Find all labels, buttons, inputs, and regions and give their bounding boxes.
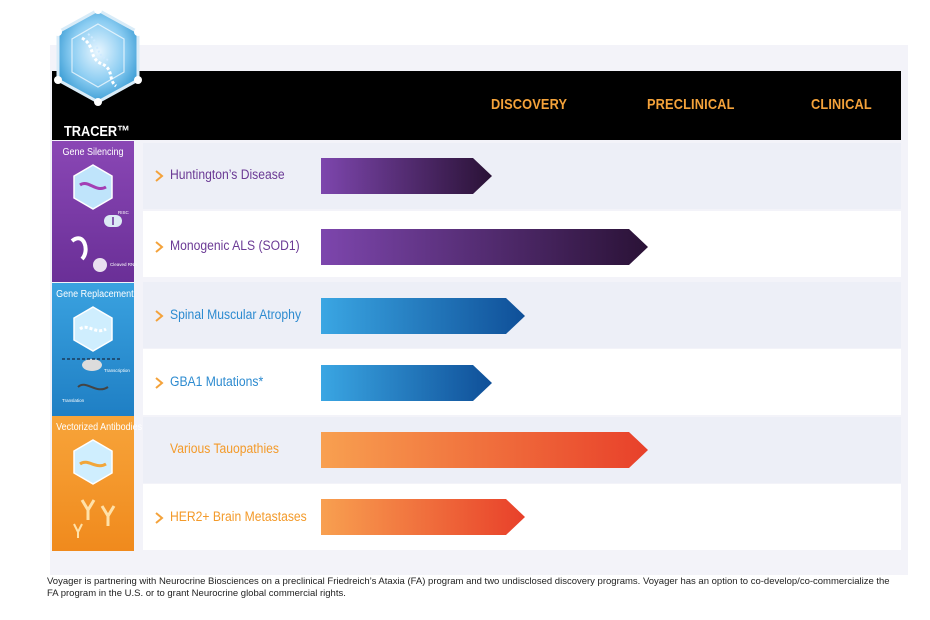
footnote: Voyager is partnering with Neurocrine Bi… [47, 576, 890, 599]
capsid-icon [54, 6, 142, 106]
category-vectorized-antibodies: Vectorized Antibodies [52, 416, 143, 551]
category-title: Gene Silencing [62, 147, 124, 158]
progress-arrow-tauopathies [321, 432, 648, 468]
translation-label: Translation [62, 398, 85, 403]
stage-preclinical: PRECLINICAL [647, 96, 735, 113]
chevron-right-icon [155, 170, 164, 182]
category-gene-silencing: Gene Silencing RISC Cleaved RNA [52, 141, 138, 282]
risc-label: RISC [118, 210, 129, 215]
chevron-right-icon [155, 241, 164, 253]
progress-arrow-als [321, 229, 648, 265]
program-label: GBA1 Mutations* [170, 374, 264, 389]
vectorized-antibodies-icon [73, 439, 116, 538]
stage-discovery: DISCOVERY [491, 96, 568, 113]
gene-silencing-icon [70, 164, 122, 272]
chevron-right-icon [155, 310, 164, 322]
gene-replacement-icon [62, 306, 122, 391]
cleaved-rna-label: Cleaved RNA [110, 262, 138, 267]
stage-clinical: CLINICAL [811, 96, 872, 113]
progress-arrow-her2 [321, 499, 525, 535]
progress-arrow-huntingtons [321, 158, 492, 194]
tracer-logo: TRACER™ [52, 6, 144, 140]
program-label: Various Tauopathies [170, 441, 279, 456]
program-label: HER2+ Brain Metastases [170, 509, 307, 524]
program-label: Spinal Muscular Atrophy [170, 307, 302, 322]
progress-arrow-gba1 [321, 365, 492, 401]
chevron-right-icon [155, 512, 164, 524]
program-label: Huntington’s Disease [170, 167, 285, 182]
logo-name: TRACER™ [64, 123, 130, 140]
stage-header [52, 71, 901, 140]
category-gene-replacement: Gene Replacement Transcription Translati… [52, 283, 134, 416]
chevron-right-icon [155, 377, 164, 389]
transcription-label: Transcription [104, 368, 130, 373]
program-label: Monogenic ALS (SOD1) [170, 238, 300, 253]
progress-arrow-sma [321, 298, 525, 334]
category-title: Vectorized Antibodies [56, 422, 143, 433]
program-row [143, 349, 901, 415]
program-row [143, 143, 901, 209]
category-title: Gene Replacement [56, 289, 134, 300]
